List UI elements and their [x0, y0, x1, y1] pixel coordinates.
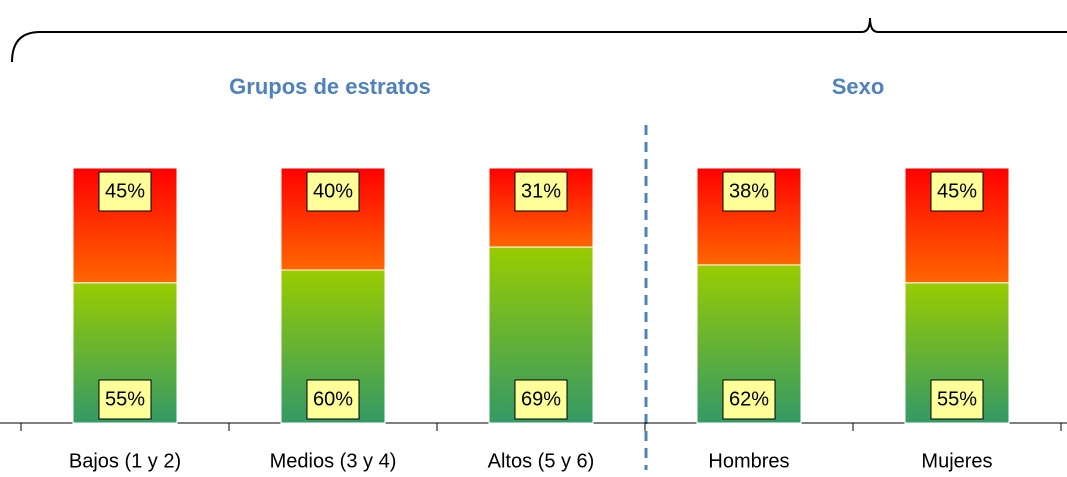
value-label: 55%	[937, 388, 977, 410]
value-label-box	[98, 379, 152, 420]
value-label: 69%	[521, 388, 561, 410]
value-label-box	[722, 379, 776, 420]
x-tick-label: Mujeres	[921, 450, 992, 472]
value-label: 62%	[729, 388, 769, 410]
value-label: 40%	[313, 180, 353, 202]
value-label: 55%	[105, 388, 145, 410]
value-label: 45%	[937, 180, 977, 202]
value-label-box	[930, 171, 984, 212]
value-label: 45%	[105, 180, 145, 202]
value-label-box	[930, 379, 984, 420]
value-label-box	[306, 379, 360, 420]
x-tick-label: Bajos (1 y 2)	[69, 450, 181, 472]
x-tick-label: Hombres	[708, 450, 789, 472]
value-label-box	[722, 171, 776, 212]
value-label-box	[514, 379, 568, 420]
value-label-box	[514, 171, 568, 212]
group-title: Sexo	[832, 74, 885, 99]
x-tick-label: Medios (3 y 4)	[270, 450, 397, 472]
group-brace	[11, 17, 1067, 63]
value-label: 31%	[521, 180, 561, 202]
group-title: Grupos de estratos	[229, 74, 431, 99]
value-label: 38%	[729, 180, 769, 202]
x-tick-label: Altos (5 y 6)	[488, 450, 595, 472]
value-label-box	[98, 171, 152, 212]
value-label: 60%	[313, 388, 353, 410]
value-label-box	[306, 171, 360, 212]
